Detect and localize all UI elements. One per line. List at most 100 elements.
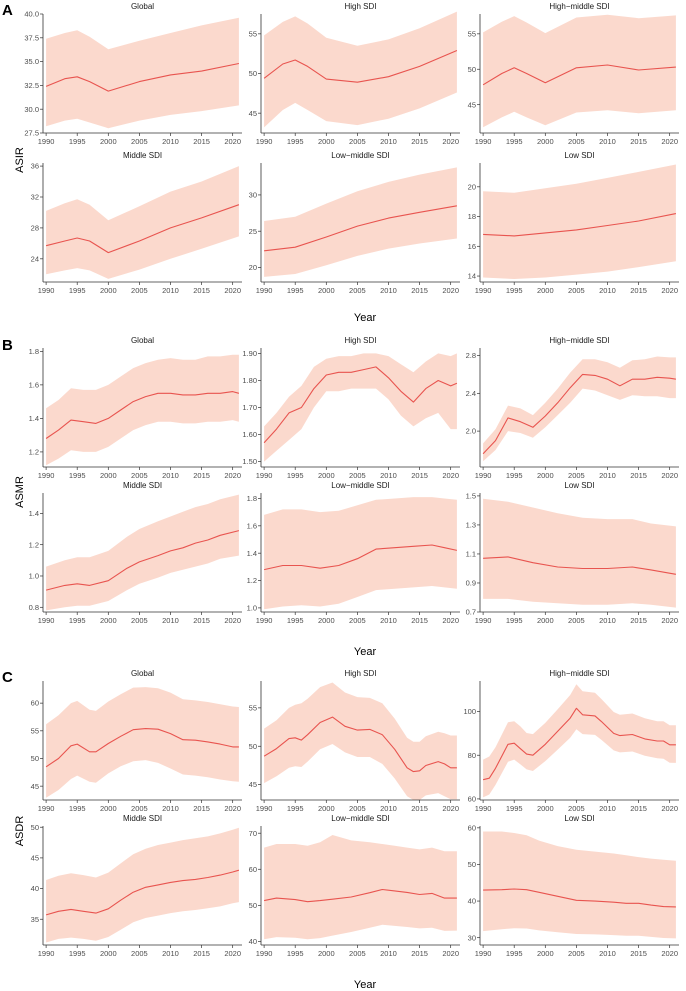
x-tick-label: 2000 bbox=[537, 137, 554, 146]
x-tick-label: 1995 bbox=[506, 616, 523, 625]
x-tick-label: 2005 bbox=[568, 471, 585, 480]
y-tick-label: 50 bbox=[468, 860, 476, 869]
x-tick-label: 1995 bbox=[287, 137, 304, 146]
chart-title: Middle SDI bbox=[123, 814, 162, 823]
y-tick-label: 1.1 bbox=[466, 550, 476, 559]
chart-asmr-global: Global 1.2 1.4 1.6 1.8 1990 1995 2000 2005 2010 20… bbox=[29, 336, 242, 480]
y-tick-label: 60 bbox=[249, 865, 257, 874]
uncertainty-band bbox=[46, 354, 239, 466]
y-tick-label: 1.2 bbox=[29, 448, 39, 457]
y-axis-label-asmr: ASMR bbox=[14, 476, 26, 508]
x-tick-label: 2005 bbox=[349, 286, 366, 295]
chart-asdr-low-middle-sdi: Low−middle SDI 40 50 60 70 1990 1995 2000 2005 20… bbox=[249, 814, 460, 958]
uncertainty-band bbox=[264, 167, 457, 277]
x-tick-label: 2020 bbox=[224, 616, 241, 625]
x-tick-label: 2010 bbox=[162, 137, 179, 146]
x-tick-label: 1990 bbox=[38, 804, 55, 813]
x-tick-label: 2000 bbox=[318, 949, 335, 958]
x-axis-label-a: Year bbox=[354, 312, 377, 324]
uncertainty-band bbox=[264, 682, 457, 800]
x-tick-label: 1995 bbox=[506, 471, 523, 480]
x-tick-label: 2020 bbox=[224, 137, 241, 146]
y-tick-label: 30 bbox=[249, 191, 257, 200]
y-tick-label: 1.4 bbox=[29, 414, 39, 423]
chart-asmr-high-sdi: High SDI 1.50 1.60 1.70 1.80 1.90 1990 1995 2000… bbox=[242, 336, 460, 480]
y-tick-label: 55 bbox=[249, 29, 257, 38]
y-tick-label: 60 bbox=[468, 795, 476, 804]
y-tick-label: 16 bbox=[468, 242, 476, 251]
x-tick-label: 2005 bbox=[349, 137, 366, 146]
y-axis-label-asdr: ASDR bbox=[14, 816, 26, 847]
y-tick-label: 80 bbox=[468, 751, 476, 760]
y-tick-label: 50 bbox=[31, 823, 39, 832]
x-tick-label: 2020 bbox=[224, 949, 241, 958]
y-tick-label: 100 bbox=[463, 707, 476, 716]
y-tick-label: 1.70 bbox=[242, 403, 257, 412]
x-tick-label: 2005 bbox=[131, 137, 148, 146]
y-tick-label: 1.8 bbox=[29, 347, 39, 356]
y-tick-label: 27.5 bbox=[24, 129, 39, 138]
x-tick-label: 1995 bbox=[287, 804, 304, 813]
x-tick-label: 2020 bbox=[661, 949, 678, 958]
chart-title: High−middle SDI bbox=[549, 669, 609, 678]
chart-title: Low−middle SDI bbox=[331, 481, 389, 490]
x-tick-label: 2005 bbox=[349, 471, 366, 480]
x-tick-label: 2005 bbox=[568, 949, 585, 958]
x-tick-label: 1990 bbox=[38, 137, 55, 146]
chart-asdr-high-middle-sdi: High−middle SDI 60 80 100 1990 1995 2000 2005 20… bbox=[463, 669, 679, 813]
chart-title: Low SDI bbox=[564, 151, 594, 160]
y-tick-label: 1.6 bbox=[247, 521, 257, 530]
y-tick-label: 2.4 bbox=[466, 389, 476, 398]
y-tick-label: 20 bbox=[249, 263, 257, 272]
x-tick-label: 2005 bbox=[568, 286, 585, 295]
x-tick-label: 2010 bbox=[380, 804, 397, 813]
uncertainty-band bbox=[46, 166, 239, 279]
y-tick-label: 55 bbox=[31, 726, 39, 735]
x-tick-label: 1990 bbox=[256, 949, 273, 958]
x-tick-label: 2005 bbox=[568, 616, 585, 625]
chart-asir-middle-sdi: Middle SDI 24 28 32 36 1990 1995 2000 2005 2010 20… bbox=[31, 151, 242, 295]
x-tick-label: 2020 bbox=[661, 137, 678, 146]
x-tick-label: 2005 bbox=[349, 616, 366, 625]
y-tick-label: 2.8 bbox=[466, 351, 476, 360]
uncertainty-band bbox=[483, 14, 676, 128]
x-tick-label: 1995 bbox=[69, 471, 86, 480]
x-tick-label: 2010 bbox=[162, 616, 179, 625]
x-tick-label: 2015 bbox=[411, 616, 428, 625]
uncertainty-band bbox=[483, 684, 676, 798]
series-line bbox=[482, 707, 676, 781]
x-tick-label: 2005 bbox=[349, 804, 366, 813]
y-tick-label: 45 bbox=[249, 109, 257, 118]
y-tick-label: 50 bbox=[249, 69, 257, 78]
x-tick-label: 2005 bbox=[131, 804, 148, 813]
x-tick-label: 1990 bbox=[256, 471, 273, 480]
series-line bbox=[45, 728, 239, 768]
y-tick-label: 45 bbox=[249, 780, 257, 789]
x-tick-label: 1990 bbox=[475, 804, 492, 813]
y-tick-label: 60 bbox=[31, 699, 39, 708]
x-tick-label: 2010 bbox=[599, 616, 616, 625]
x-tick-label: 2010 bbox=[380, 949, 397, 958]
y-tick-label: 1.3 bbox=[466, 521, 476, 530]
y-tick-label: 1.8 bbox=[247, 494, 257, 503]
chart-asmr-low-sdi: Low SDI 0.7 0.9 1.1 1.3 1.5 1990 1995 2000 2005 20… bbox=[466, 481, 679, 625]
x-tick-label: 2020 bbox=[442, 286, 459, 295]
x-tick-label: 1990 bbox=[38, 949, 55, 958]
x-tick-label: 2005 bbox=[568, 137, 585, 146]
x-tick-label: 2005 bbox=[131, 471, 148, 480]
y-tick-label: 1.50 bbox=[242, 457, 257, 466]
series-line bbox=[45, 869, 240, 916]
series-line bbox=[45, 530, 240, 591]
chart-asmr-low-middle-sdi: Low−middle SDI 1.0 1.2 1.4 1.6 1.8 1990 1995 200… bbox=[247, 481, 460, 625]
x-tick-label: 1995 bbox=[287, 949, 304, 958]
uncertainty-band bbox=[483, 831, 676, 939]
x-tick-label: 2015 bbox=[411, 286, 428, 295]
x-tick-label: 2000 bbox=[537, 471, 554, 480]
series-line bbox=[45, 391, 240, 439]
uncertainty-band bbox=[46, 494, 239, 611]
x-tick-label: 2015 bbox=[411, 137, 428, 146]
y-tick-label: 32 bbox=[31, 193, 39, 202]
x-tick-label: 1995 bbox=[69, 286, 86, 295]
x-tick-label: 1995 bbox=[506, 949, 523, 958]
x-tick-label: 2020 bbox=[224, 804, 241, 813]
